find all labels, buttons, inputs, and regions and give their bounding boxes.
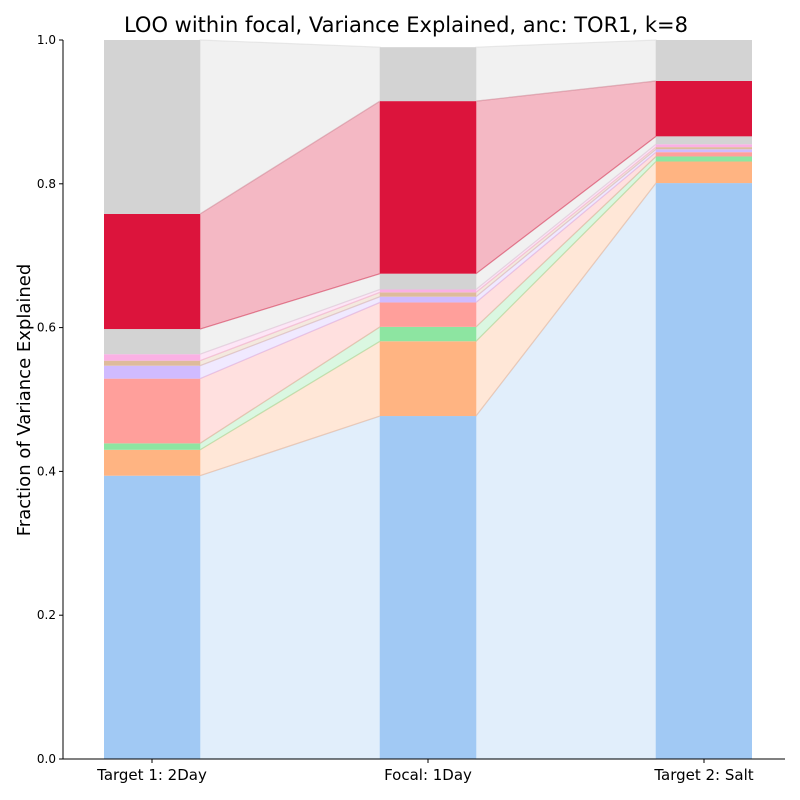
bar-segment-series-3-cat-2 — [656, 152, 752, 157]
bar-segment-series-2-cat-1 — [380, 326, 476, 342]
bar-segment-series-9-cat-2 — [656, 40, 752, 81]
x-tick-label: Focal: 1Day — [384, 766, 472, 784]
bar-segment-series-0-cat-1 — [380, 416, 476, 759]
bar-segment-series-4-cat-0 — [104, 365, 200, 379]
bar-segment-series-1-cat-2 — [656, 161, 752, 184]
bar-segment-series-0-cat-0 — [104, 475, 200, 759]
bar-segment-series-8-cat-2 — [656, 80, 752, 137]
bar-segment-series-3-cat-1 — [380, 302, 476, 327]
bar-segment-series-2-cat-0 — [104, 443, 200, 450]
bar-segment-series-6-cat-2 — [656, 144, 752, 148]
bar-segment-series-6-cat-0 — [104, 354, 200, 361]
bar-segment-series-8-cat-1 — [380, 101, 476, 274]
bar-segment-series-4-cat-2 — [656, 149, 752, 153]
bar-segment-series-8-cat-0 — [104, 213, 200, 330]
bar-segment-series-6-cat-1 — [380, 289, 476, 293]
y-tick-label: 0.0 — [37, 752, 56, 766]
bar-segment-series-5-cat-1 — [380, 292, 476, 297]
bar-segment-series-5-cat-2 — [656, 147, 752, 150]
bar-stacks — [104, 40, 752, 759]
bar-segment-series-3-cat-0 — [104, 378, 200, 444]
flow-band-series-0-cat-0 — [199, 415, 381, 760]
flow-bands — [199, 39, 657, 760]
bar-segment-series-1-cat-1 — [380, 341, 476, 417]
y-tick-label: 0.6 — [37, 321, 56, 335]
x-tick-label: Target 1: 2Day — [96, 766, 207, 784]
y-axis-label: Fraction of Variance Explained — [14, 264, 35, 537]
y-tick-label: 0.4 — [37, 464, 56, 478]
bar-segment-series-9-cat-1 — [380, 47, 476, 102]
bar-segment-series-5-cat-0 — [104, 360, 200, 366]
x-tick-label: Target 2: Salt — [653, 766, 753, 784]
bar-segment-series-0-cat-2 — [656, 183, 752, 759]
bar-segment-series-9-cat-0 — [104, 40, 200, 214]
bar-segment-series-1-cat-0 — [104, 449, 200, 476]
chart-title: LOO within focal, Variance Explained, an… — [124, 13, 688, 37]
y-tick-label: 0.2 — [37, 608, 56, 622]
y-tick-label: 1.0 — [37, 33, 56, 47]
bar-segment-series-7-cat-1 — [380, 273, 476, 290]
bar-segment-series-7-cat-2 — [656, 136, 752, 145]
bar-segment-series-4-cat-1 — [380, 296, 476, 303]
axes: 0.0 0.2 0.4 0.6 0.8 1.0 Target 1: 2Day Focal: 1… — [37, 33, 785, 784]
y-tick-label: 0.8 — [37, 177, 56, 191]
bar-segment-series-2-cat-2 — [656, 156, 752, 162]
bar-segment-series-7-cat-0 — [104, 329, 200, 355]
